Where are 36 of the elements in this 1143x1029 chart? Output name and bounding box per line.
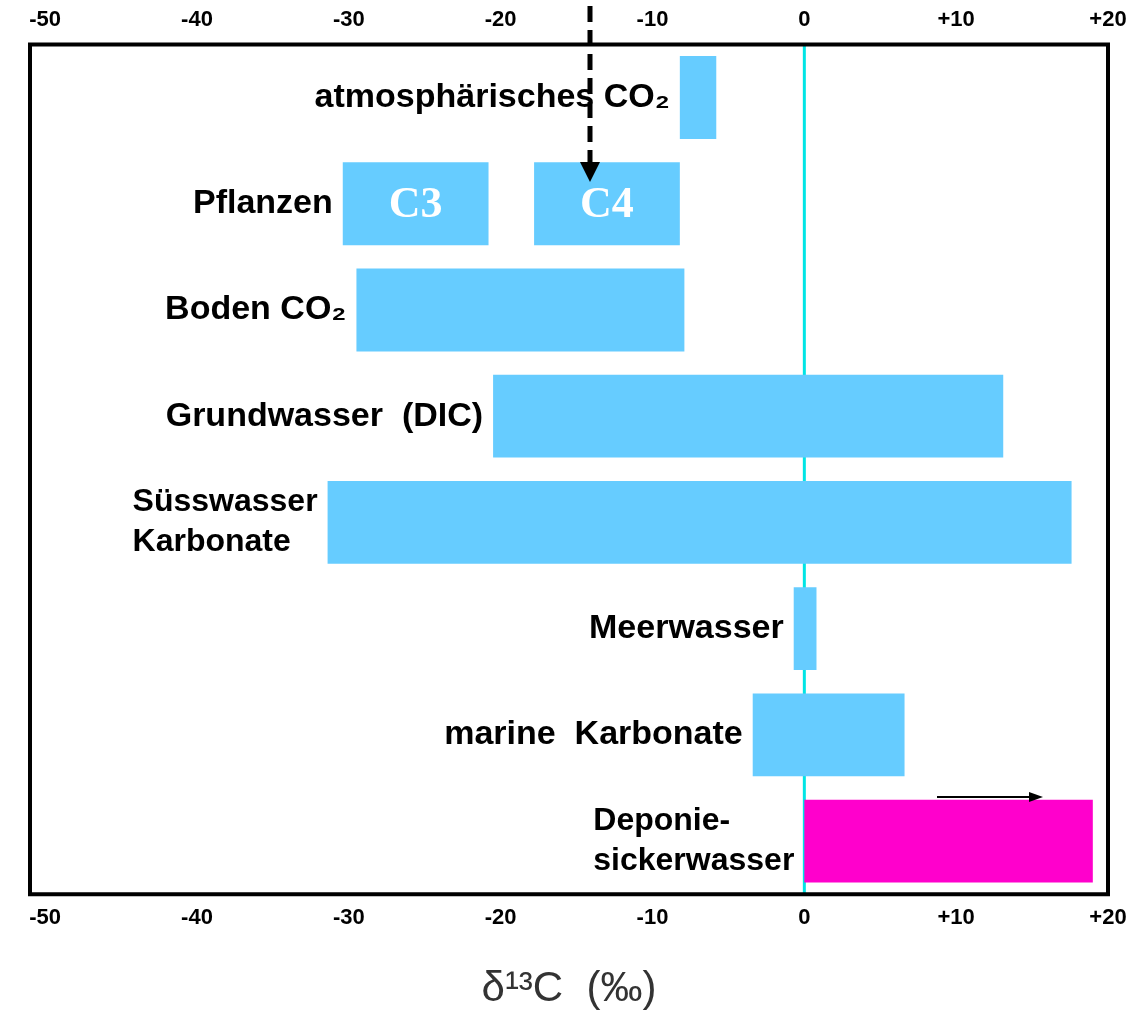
y-tick-label: marine Karbonate <box>444 713 743 752</box>
y-tick-label: Grundwasser (DIC) <box>165 394 484 433</box>
x-tick-label: -10 <box>636 904 669 930</box>
x2-tick-label: 0 <box>798 6 811 32</box>
bar <box>356 268 685 352</box>
x-tick-label: -30 <box>332 904 365 930</box>
y-tick-label: Pflanzen <box>192 182 333 221</box>
y-tick-label: Deponie- sickerwasser <box>593 800 795 877</box>
bar <box>804 799 1093 883</box>
x-tick-label: -20 <box>484 904 517 930</box>
x-axis-title: δ¹³C (‰) <box>481 963 657 1011</box>
x-tick-label: 0 <box>798 904 811 930</box>
bar <box>793 587 817 671</box>
bar <box>679 56 717 139</box>
x2-tick-label: -30 <box>332 6 365 32</box>
annotation: C3 <box>388 178 443 228</box>
y-tick-label: atmosphärisches CO₂ <box>314 75 670 114</box>
x2-tick-label: -40 <box>181 6 213 32</box>
bar <box>752 693 905 777</box>
bar <box>327 480 1072 564</box>
bar <box>493 374 1004 458</box>
bar <box>342 162 489 246</box>
x-tick-label: +10 <box>937 904 975 930</box>
x2-tick-label: -20 <box>484 6 517 32</box>
x2-tick-label: -10 <box>636 6 669 32</box>
bar <box>534 162 680 246</box>
x2-tick-label: +20 <box>1089 6 1127 32</box>
y-tick-label: Süsswasser Karbonate <box>132 482 318 559</box>
x-tick-label: +20 <box>1089 904 1127 930</box>
y-tick-label: Boden CO₂ <box>165 288 347 327</box>
x2-tick-label: -50 <box>29 6 62 32</box>
x-tick-label: -40 <box>181 904 213 930</box>
x2-tick-label: +10 <box>937 6 975 32</box>
annotation: C4 <box>580 178 634 228</box>
y-tick-label: Meerwasser <box>589 607 784 646</box>
x-tick-label: -50 <box>29 904 62 930</box>
